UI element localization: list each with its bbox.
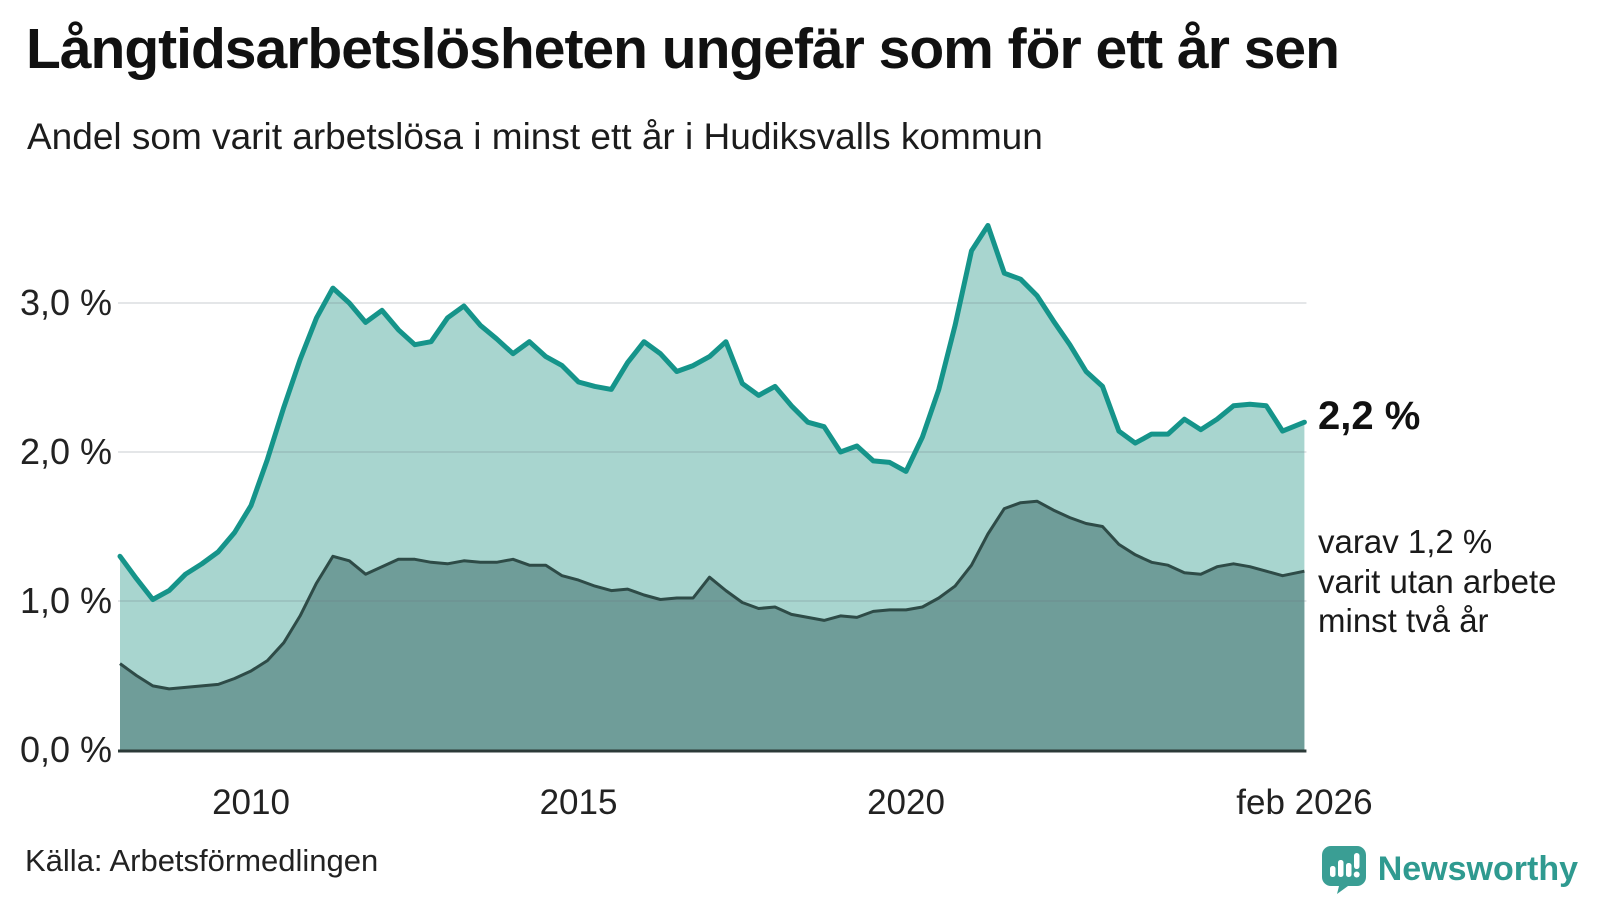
annotation-latest-total: 2,2 % [1318,394,1421,438]
annotation-two-year-note-line: varav 1,2 % [1318,523,1493,560]
newsworthy-logo: Newsworthy [1320,844,1578,894]
total-line [117,223,1307,602]
exclamation-stem [1353,853,1360,869]
bar-2 [1337,860,1344,877]
newsworthy-wordmark: Newsworthy [1377,849,1578,888]
y-tick-label: 3,0 % [20,282,112,323]
x-tick-label: 2010 [212,783,290,822]
y-tick-label: 0,0 % [20,729,112,770]
two-year-area [120,501,1305,750]
y-tick-label: 2,0 % [20,431,112,472]
x-tick-label: 2015 [540,783,618,822]
annotation-two-year-note-line: varit utan arbete [1318,562,1557,600]
annotation-two-year-note-line: minst två år [1318,602,1489,640]
newsworthy-icon [1321,846,1366,894]
source-label: Källa: Arbetsförmedlingen [25,843,379,878]
x-tick-label: 2020 [867,783,945,822]
two-year-line [119,499,1305,691]
chart-title: Långtidsarbetslösheten ungefär som för e… [26,17,1340,81]
annotation-two-year-note: varav 1,2 % varit utan arbete minst två … [1318,522,1556,641]
exclamation-dot [1353,871,1360,878]
bar-3 [1345,863,1352,877]
chart-subtitle: Andel som varit arbetslösa i minst ett å… [27,116,1043,157]
y-tick-label: 1,0 % [20,580,112,621]
speech-bubble-shape [1321,846,1366,894]
bar-1 [1329,866,1336,877]
x-tick-label: feb 2026 [1236,783,1372,822]
